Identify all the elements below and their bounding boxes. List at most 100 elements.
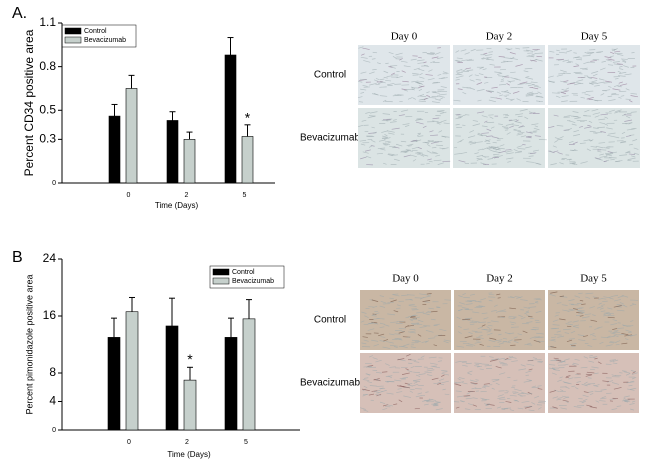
- legend-swatch: [212, 277, 230, 285]
- tissue-strand: [433, 344, 438, 347]
- tissue-strand: [458, 160, 466, 163]
- tissue-strand: [524, 116, 529, 120]
- tissue-strand: [571, 163, 576, 165]
- tissue-strand: [443, 122, 450, 124]
- tissue-strand: [618, 75, 626, 77]
- tissue-strand: [468, 74, 473, 77]
- tissue-strand: [410, 139, 418, 142]
- tissue-strand: [497, 394, 504, 397]
- tissue-strand: [528, 409, 535, 412]
- tissue-strand: [374, 322, 379, 325]
- tissue-strand: [410, 346, 416, 349]
- tissue-strand: [456, 316, 461, 320]
- tissue-strand: [500, 80, 505, 82]
- tissue-strand: [384, 381, 389, 383]
- tissue-strand: [621, 58, 628, 60]
- tissue-strand: [411, 88, 415, 91]
- tissue-strand: [427, 78, 435, 81]
- tissue-strand: [400, 150, 409, 152]
- micrograph-bg: [548, 108, 640, 168]
- tissue-strand: [609, 51, 615, 54]
- tissue-strand: [507, 339, 513, 342]
- tissue-strand: [456, 114, 461, 116]
- tissue-strand: [605, 152, 611, 155]
- tissue-strand: [394, 379, 402, 382]
- tissue-strand: [417, 133, 421, 137]
- tissue-strand: [418, 57, 422, 59]
- tissue-strand: [434, 401, 441, 404]
- tissue-strand: [600, 310, 606, 312]
- row-label: Control: [314, 70, 346, 81]
- tissue-strand: [372, 305, 378, 309]
- tissue-strand: [556, 49, 560, 52]
- micrograph-bg: [360, 290, 451, 350]
- tissue-strand: [384, 100, 393, 103]
- tissue-strand: [526, 363, 535, 366]
- tissue-strand: [413, 371, 421, 374]
- tissue-strand: [497, 357, 506, 360]
- tissue-strand: [383, 162, 387, 165]
- tissue-strand: [603, 314, 612, 317]
- tissue-strand: [379, 340, 386, 342]
- tissue-strand: [531, 87, 539, 90]
- tissue-strand: [395, 52, 403, 56]
- tissue-strand: [594, 372, 599, 375]
- tissue-strand: [557, 59, 563, 61]
- tissue-strand: [607, 307, 613, 310]
- tissue-strand: [612, 331, 618, 333]
- tissue-strand: [525, 146, 532, 149]
- tissue-strand: [605, 344, 613, 347]
- tissue-strand: [557, 138, 563, 141]
- tissue-strand: [566, 339, 573, 343]
- tissue-strand: [408, 304, 415, 306]
- tissue-strand: [492, 146, 499, 149]
- tissue-strand: [607, 335, 616, 338]
- row-label: Bevacizumab: [300, 378, 360, 389]
- tissue-strand: [585, 383, 591, 386]
- tissue-strand: [623, 397, 627, 401]
- row-label: Control: [314, 315, 346, 326]
- tissue-strand: [629, 134, 635, 136]
- tissue-strand: [588, 391, 594, 393]
- tissue-strand: [426, 150, 431, 153]
- tissue-strand: [501, 126, 509, 128]
- x-tick-label: 2: [185, 192, 189, 199]
- tissue-strand: [481, 132, 489, 134]
- tissue-strand: [372, 312, 380, 316]
- tissue-strand: [401, 70, 406, 73]
- tissue-strand: [549, 150, 553, 153]
- tissue-strand: [407, 97, 413, 100]
- tissue-strand: [512, 91, 520, 94]
- tissue-strand: [519, 81, 528, 85]
- tissue-strand: [443, 340, 449, 344]
- tissue-strand: [391, 127, 400, 130]
- tissue-strand: [617, 85, 622, 88]
- tissue-strand: [386, 130, 395, 133]
- tissue-strand: [408, 305, 417, 307]
- y-axis-label: Percent pimonidazole positive area: [24, 274, 34, 414]
- tissue-strand: [495, 366, 502, 369]
- tissue-strand: [478, 305, 486, 307]
- error-bar: [187, 366, 193, 381]
- tissue-strand: [568, 158, 573, 161]
- tissue-strand: [416, 311, 425, 314]
- tissue-strand: [486, 58, 494, 61]
- tissue-strand: [486, 90, 494, 93]
- tissue-strand: [360, 320, 365, 323]
- tissue-strand: [618, 71, 627, 74]
- tissue-strand: [375, 359, 382, 363]
- tissue-strand: [371, 390, 378, 392]
- tissue-strand: [433, 81, 439, 84]
- tissue-strand: [492, 141, 497, 144]
- tissue-strand: [619, 154, 628, 156]
- tissue-strand: [375, 78, 380, 80]
- tissue-strand: [377, 147, 386, 150]
- tissue-strand: [625, 329, 632, 333]
- tissue-strand: [385, 341, 394, 344]
- tissue-strand: [475, 79, 481, 81]
- tissue-strand: [531, 385, 537, 388]
- tissue-strand: [594, 327, 600, 330]
- tissue-strand: [439, 97, 444, 100]
- tissue-strand: [407, 324, 414, 327]
